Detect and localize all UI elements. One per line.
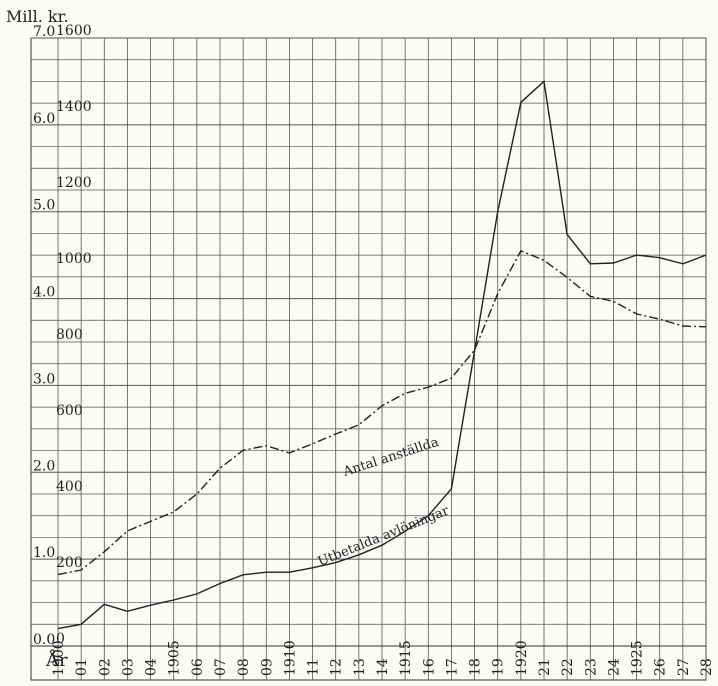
x-tick-label: 1900 bbox=[51, 640, 67, 676]
x-tick-label: 23 bbox=[583, 658, 599, 676]
x-tick-label: 14 bbox=[375, 658, 391, 676]
series-lines bbox=[57, 80, 707, 630]
x-tick-label: 1920 bbox=[514, 640, 530, 676]
y-tick-label-left: 2.0 bbox=[33, 458, 55, 474]
y-tick-label-left: 7.0 bbox=[33, 24, 55, 40]
y-tick-label-right: 1000 bbox=[56, 251, 92, 267]
x-axis-year-label: År bbox=[45, 649, 68, 671]
series-line bbox=[57, 80, 707, 630]
chart-frame bbox=[30, 37, 707, 681]
x-tick-label: 01 bbox=[74, 658, 90, 676]
x-tick-label: 27 bbox=[676, 658, 692, 676]
y-tick-label-left: 1.0 bbox=[33, 545, 55, 561]
y-tick-label-left: 3.0 bbox=[33, 371, 55, 387]
x-tick-label: 04 bbox=[144, 658, 160, 676]
x-tick-label: 06 bbox=[190, 658, 206, 676]
grid bbox=[30, 37, 707, 681]
y-tick-label-right: 800 bbox=[56, 327, 83, 343]
x-tick-label: 19 bbox=[491, 658, 507, 676]
x-tick-label: 12 bbox=[329, 658, 345, 676]
x-tick-label: 22 bbox=[560, 658, 576, 676]
y-tick-label-right: 0 bbox=[56, 631, 65, 647]
x-tick-label: 17 bbox=[444, 658, 460, 676]
y-tick-label-right: 200 bbox=[56, 555, 83, 571]
x-tick-label: 1915 bbox=[398, 640, 414, 676]
series-line bbox=[57, 249, 707, 576]
y-tick-label-right: 400 bbox=[56, 479, 83, 495]
x-tick-label: 08 bbox=[236, 658, 252, 676]
x-tick-label: 24 bbox=[606, 658, 622, 676]
x-tick-label: 21 bbox=[537, 658, 553, 676]
y-tick-label-left: 5.0 bbox=[33, 198, 55, 214]
y-tick-label-left: 0.0 bbox=[33, 632, 55, 648]
x-tick-label: 16 bbox=[421, 658, 437, 676]
series-label-utbetalda-avloningar: Utbetalda avlöningar bbox=[316, 503, 452, 570]
y-tick-label-right: 1600 bbox=[56, 23, 92, 39]
x-tick-label: 11 bbox=[306, 658, 322, 676]
x-tick-label: 02 bbox=[97, 658, 113, 676]
y-tick-label-right: 600 bbox=[56, 403, 83, 419]
x-tick-label: 03 bbox=[120, 658, 136, 676]
y-axis-unit-label: Mill. kr. bbox=[6, 7, 69, 26]
y-tick-label-left: 4.0 bbox=[33, 285, 55, 301]
y-tick-label-left: 6.0 bbox=[33, 111, 55, 127]
tick-labels: 0.0 1.0 2.0 3.0 4.0 5.0 6.0 7.0 0 200 400 600 800 100… bbox=[33, 23, 715, 676]
y-tick-label-right: 1200 bbox=[56, 175, 92, 191]
x-tick-label: 1910 bbox=[282, 640, 298, 676]
x-tick-label: 18 bbox=[468, 658, 484, 676]
x-tick-label: 1925 bbox=[630, 640, 646, 676]
x-tick-label: 1905 bbox=[167, 640, 183, 676]
x-tick-label: 26 bbox=[653, 658, 669, 676]
x-tick-label: 28 bbox=[699, 658, 715, 676]
x-tick-label: 07 bbox=[213, 658, 229, 676]
series-label-antal-anstallda: Antal anställda bbox=[341, 435, 441, 480]
x-tick-label: 13 bbox=[352, 658, 368, 676]
y-tick-label-right: 1400 bbox=[56, 99, 92, 115]
x-tick-label: 09 bbox=[259, 658, 275, 676]
